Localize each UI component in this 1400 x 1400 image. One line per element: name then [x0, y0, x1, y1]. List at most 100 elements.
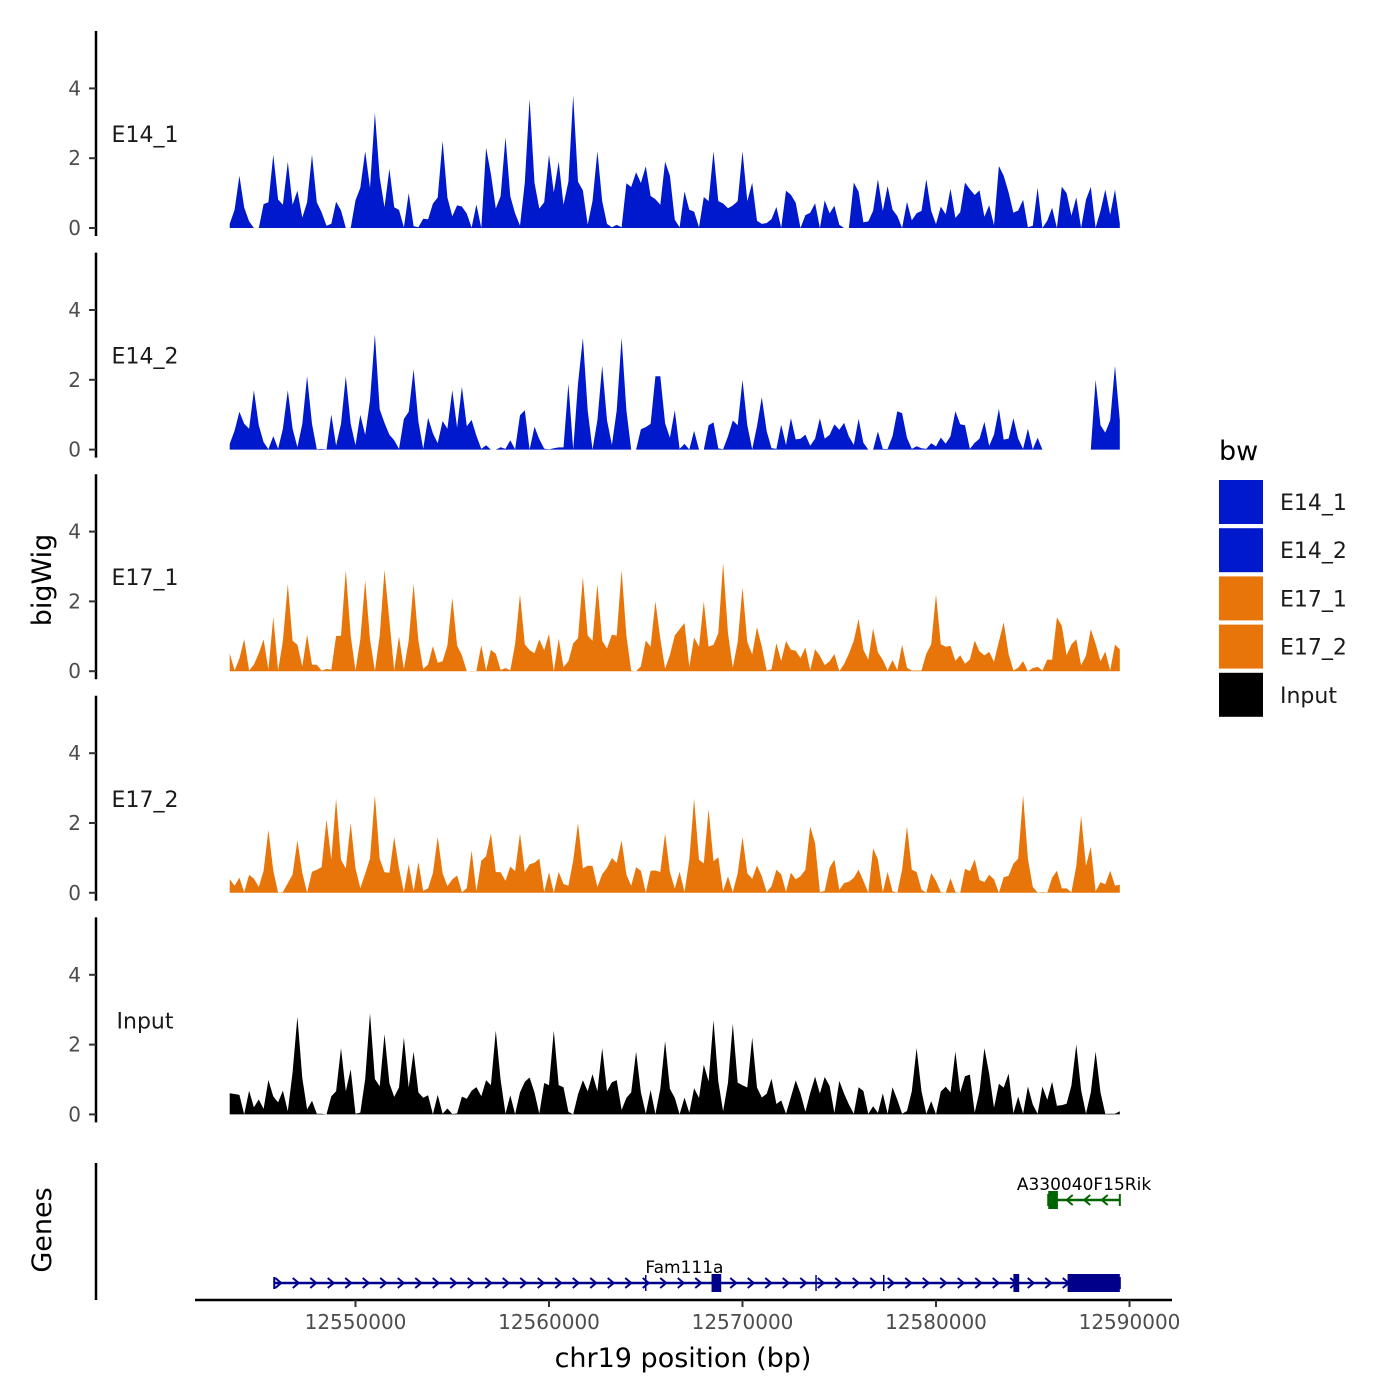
strand-arrow [362, 1277, 371, 1289]
strand-arrow [852, 1277, 861, 1289]
y-tick-label: 2 [68, 589, 81, 613]
strand-arrow [519, 1277, 528, 1289]
signal-area-e14-1 [229, 95, 1120, 229]
y-tick-label: 4 [68, 963, 81, 987]
strand-arrow [1082, 1194, 1091, 1206]
strand-arrow [677, 1277, 686, 1289]
gene-fam111a: Fam111a [273, 1258, 1121, 1292]
track-input: 0 2 4 Input [68, 917, 1120, 1126]
x-tick-label: 12570000 [692, 1310, 794, 1334]
legend-key-e17-1 [1219, 576, 1263, 621]
y-tick-label: 0 [68, 438, 81, 462]
strand-arrow [1044, 1277, 1053, 1289]
strand-arrow [607, 1277, 616, 1289]
x-tick-label: 12560000 [498, 1310, 600, 1334]
y-axis-title: bigWig [27, 534, 58, 627]
y-tick-label: 2 [68, 146, 81, 170]
strand-arrow [939, 1277, 948, 1289]
y-tick-label: 0 [68, 881, 81, 905]
exon [1048, 1191, 1058, 1209]
track-label: E14_1 [112, 123, 179, 148]
strand-arrow [502, 1277, 511, 1289]
gene-label: A330040F15Rik [1017, 1175, 1151, 1195]
bigwig-tracks: 0 2 4 E14_1 0 2 4 E14_2 0 2 4 E17_1 0 2 4 E17_2 0 2 4 Input [68, 31, 1120, 1126]
signal-area-input [229, 1013, 1120, 1115]
strand-arrow [1027, 1277, 1036, 1289]
legend-label: E14_2 [1280, 539, 1347, 564]
strand-arrow [642, 1277, 651, 1289]
strand-arrow [327, 1277, 336, 1289]
y-tick-label: 4 [68, 298, 81, 322]
strand-arrow [799, 1277, 808, 1289]
strand-arrow [1065, 1194, 1074, 1206]
strand-arrow [1100, 1194, 1109, 1206]
gene-track: Genes A330040F15Rik Fam111a [27, 1163, 1151, 1300]
legend-label: E14_1 [1280, 491, 1347, 516]
x-axis: chr19 position (bp) 12550000 12560000 1257… [195, 1298, 1181, 1374]
signal-area-e17-1 [229, 563, 1120, 672]
y-tick-label: 0 [68, 1102, 81, 1126]
track-e17-1: 0 2 4 E17_1 [68, 474, 1120, 683]
x-tick-label: 12590000 [1079, 1310, 1181, 1334]
strand-arrow [992, 1277, 1001, 1289]
exon [1067, 1274, 1120, 1292]
y-tick-label: 2 [68, 811, 81, 835]
strand-arrow [344, 1277, 353, 1289]
track-label: E14_2 [112, 345, 179, 370]
y-tick-label: 2 [68, 368, 81, 392]
strand-arrow [484, 1277, 493, 1289]
legend-key-e14-2 [1219, 528, 1263, 573]
gene-a330040f15rik: A330040F15Rik [1017, 1175, 1151, 1209]
signal-area-e17-2 [229, 795, 1120, 893]
strand-arrow [572, 1277, 581, 1289]
track-label: Input [117, 1009, 174, 1034]
strand-arrow [974, 1277, 983, 1289]
legend-label: E17_2 [1280, 636, 1347, 661]
strand-arrow [467, 1277, 476, 1289]
strand-arrow [274, 1277, 283, 1289]
strand-arrow [922, 1277, 931, 1289]
track-e17-2: 0 2 4 E17_2 [68, 695, 1120, 905]
track-label: E17_2 [112, 788, 179, 813]
legend-key-e14-1 [1219, 480, 1263, 524]
strand-arrow [397, 1277, 406, 1289]
strand-arrow [817, 1277, 826, 1289]
legend-label: E17_1 [1280, 587, 1347, 612]
strand-arrow [624, 1277, 633, 1289]
genes-label: Genes [27, 1187, 58, 1272]
y-tick-label: 4 [68, 741, 81, 765]
strand-arrow [292, 1277, 301, 1289]
legend-key-input [1219, 672, 1263, 717]
x-tick-label: 12550000 [305, 1310, 407, 1334]
y-tick-label: 4 [68, 520, 81, 544]
strand-arrow [782, 1277, 791, 1289]
strand-arrow [729, 1277, 738, 1289]
strand-arrow [309, 1277, 318, 1289]
strand-arrow [379, 1277, 388, 1289]
x-tick-label: 12580000 [885, 1310, 987, 1334]
legend-title: bw [1219, 436, 1258, 467]
legend-key-e17-2 [1219, 624, 1263, 669]
track-e14-1: 0 2 4 E14_1 [68, 31, 1120, 240]
exon [1013, 1274, 1020, 1292]
strand-arrow [589, 1277, 598, 1289]
strand-arrow [694, 1277, 703, 1289]
track-label: E17_1 [112, 566, 179, 591]
strand-arrow [659, 1277, 668, 1289]
y-tick-label: 0 [68, 659, 81, 683]
signal-area-e14-2 [229, 334, 1120, 450]
strand-arrow [414, 1277, 423, 1289]
strand-arrow [747, 1277, 756, 1289]
exon [711, 1274, 722, 1292]
legend-label: Input [1280, 684, 1337, 709]
strand-arrow [537, 1277, 546, 1289]
strand-arrow [887, 1277, 896, 1289]
strand-arrow [904, 1277, 913, 1289]
y-tick-label: 2 [68, 1033, 81, 1057]
strand-arrow [554, 1277, 563, 1289]
x-axis-title: chr19 position (bp) [555, 1343, 812, 1374]
strand-arrow [869, 1277, 878, 1289]
y-tick-label: 0 [68, 216, 81, 240]
strand-arrow [432, 1277, 441, 1289]
